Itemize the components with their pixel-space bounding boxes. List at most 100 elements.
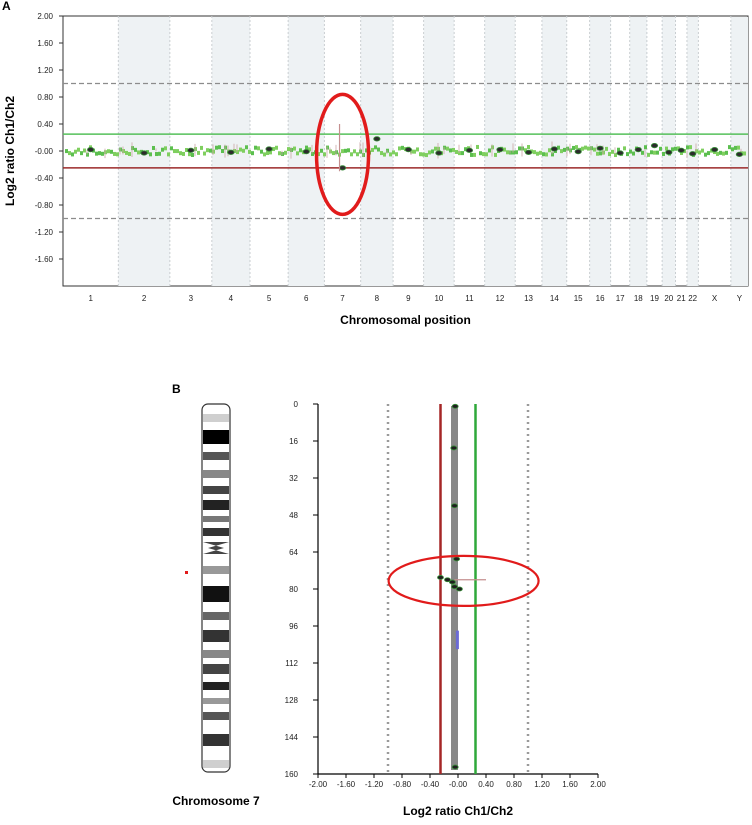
profile-segment	[398, 146, 401, 151]
profile-segment	[524, 148, 527, 153]
x-tick-label: 20	[664, 294, 673, 303]
chart-b: 0 16 32 48 64 80 96 112 128 144 160 -2.00 -1.60 -1.20…	[285, 400, 607, 818]
highlight-ellipse	[314, 92, 371, 217]
profile-segment	[503, 147, 506, 152]
profile-segment	[242, 148, 245, 153]
profile-segment	[287, 147, 290, 152]
profile-segment	[194, 147, 197, 152]
profile-segment	[509, 150, 512, 155]
profile-segment	[701, 148, 704, 153]
highlight-marker	[185, 571, 188, 574]
profile-segment	[686, 145, 689, 150]
profile-segment	[719, 150, 722, 155]
profile-segment	[215, 145, 218, 150]
x-tick-label: 14	[550, 294, 559, 303]
data-point	[227, 149, 235, 155]
profile-segment	[107, 149, 110, 154]
chromosome-band	[203, 760, 229, 768]
x-tick-label: 10	[434, 294, 443, 303]
data-point	[596, 145, 604, 151]
profile-segment	[95, 151, 98, 156]
profile-segment	[134, 147, 137, 152]
profile-segment	[410, 149, 413, 154]
profile-segment	[431, 149, 434, 154]
x-tick-label: -0.40	[421, 780, 440, 789]
profile-segment	[299, 148, 302, 153]
profile-segment	[602, 150, 605, 155]
profile-segment	[176, 149, 179, 154]
profile-segment	[116, 152, 119, 157]
profile-segment	[401, 145, 404, 150]
profile-segment	[170, 146, 173, 151]
profile-segment	[689, 145, 692, 150]
profile-segment	[83, 148, 86, 153]
data-point	[451, 584, 458, 590]
centromere	[203, 542, 229, 554]
profile-segment	[137, 150, 140, 155]
data-point	[677, 147, 685, 153]
profile-segment	[329, 149, 332, 154]
profile-segment	[611, 149, 614, 154]
profile-segment	[647, 152, 650, 157]
profile-segment	[476, 144, 479, 149]
profile-segment	[521, 146, 524, 151]
profile-segment	[188, 152, 191, 157]
data-point	[550, 146, 558, 152]
profile-segment	[560, 149, 563, 154]
profile-segment	[149, 152, 152, 157]
profile-segment	[482, 152, 485, 157]
profile-segment	[77, 147, 80, 152]
profile-segment	[191, 152, 194, 157]
profile-segment	[173, 149, 176, 154]
profile-segment	[389, 152, 392, 157]
profile-segment	[128, 151, 131, 156]
profile-segment	[161, 147, 164, 152]
profile-segment	[665, 146, 668, 151]
profile-segment	[65, 149, 68, 154]
y-tick-label: 96	[289, 622, 298, 631]
x-tick-label: 18	[634, 294, 643, 303]
profile-segment	[515, 150, 518, 155]
chromosome-band	[203, 500, 229, 510]
chromosome-band	[203, 650, 229, 658]
x-tick-label: 5	[267, 294, 272, 303]
profile-segment	[629, 149, 632, 154]
profile-segment	[674, 146, 677, 151]
y-tick-label: 112	[285, 659, 298, 668]
profile-segment	[593, 147, 596, 152]
profile-segment	[437, 146, 440, 151]
chromosome-band	[203, 452, 229, 460]
x-tick-label: 1	[88, 294, 93, 303]
profile-segment	[80, 151, 83, 156]
profile-segment	[362, 153, 365, 158]
profile-segment	[659, 146, 662, 151]
profile-segment	[644, 145, 647, 150]
data-point	[140, 150, 148, 156]
chromosome-band	[203, 712, 229, 720]
x-tick-label: 4	[229, 294, 234, 303]
profile-segment	[101, 151, 104, 156]
profile-segment	[704, 152, 707, 157]
profile-segment	[158, 151, 161, 156]
profile-segment	[131, 146, 134, 151]
profile-segment	[356, 152, 359, 157]
profile-segment	[272, 147, 275, 152]
profile-segment	[203, 151, 206, 156]
data-point	[444, 577, 451, 583]
highlight-ellipse	[387, 554, 540, 608]
x-tick-label: 19	[650, 294, 659, 303]
profile-segment	[722, 151, 725, 156]
y-tick-label: -0.00	[35, 147, 54, 156]
profile-segment	[386, 148, 389, 153]
profile-segment	[113, 151, 116, 156]
profile-segment	[275, 145, 278, 150]
profile-segment	[539, 150, 542, 155]
profile-segment	[695, 149, 698, 154]
profile-segment	[125, 150, 128, 155]
chromosome-band	[203, 566, 229, 574]
profile-segment	[557, 145, 560, 150]
profile-segment	[152, 145, 155, 150]
profile-segment	[434, 146, 437, 151]
profile-segment	[185, 147, 188, 152]
y-tick-label: -1.60	[35, 255, 54, 264]
